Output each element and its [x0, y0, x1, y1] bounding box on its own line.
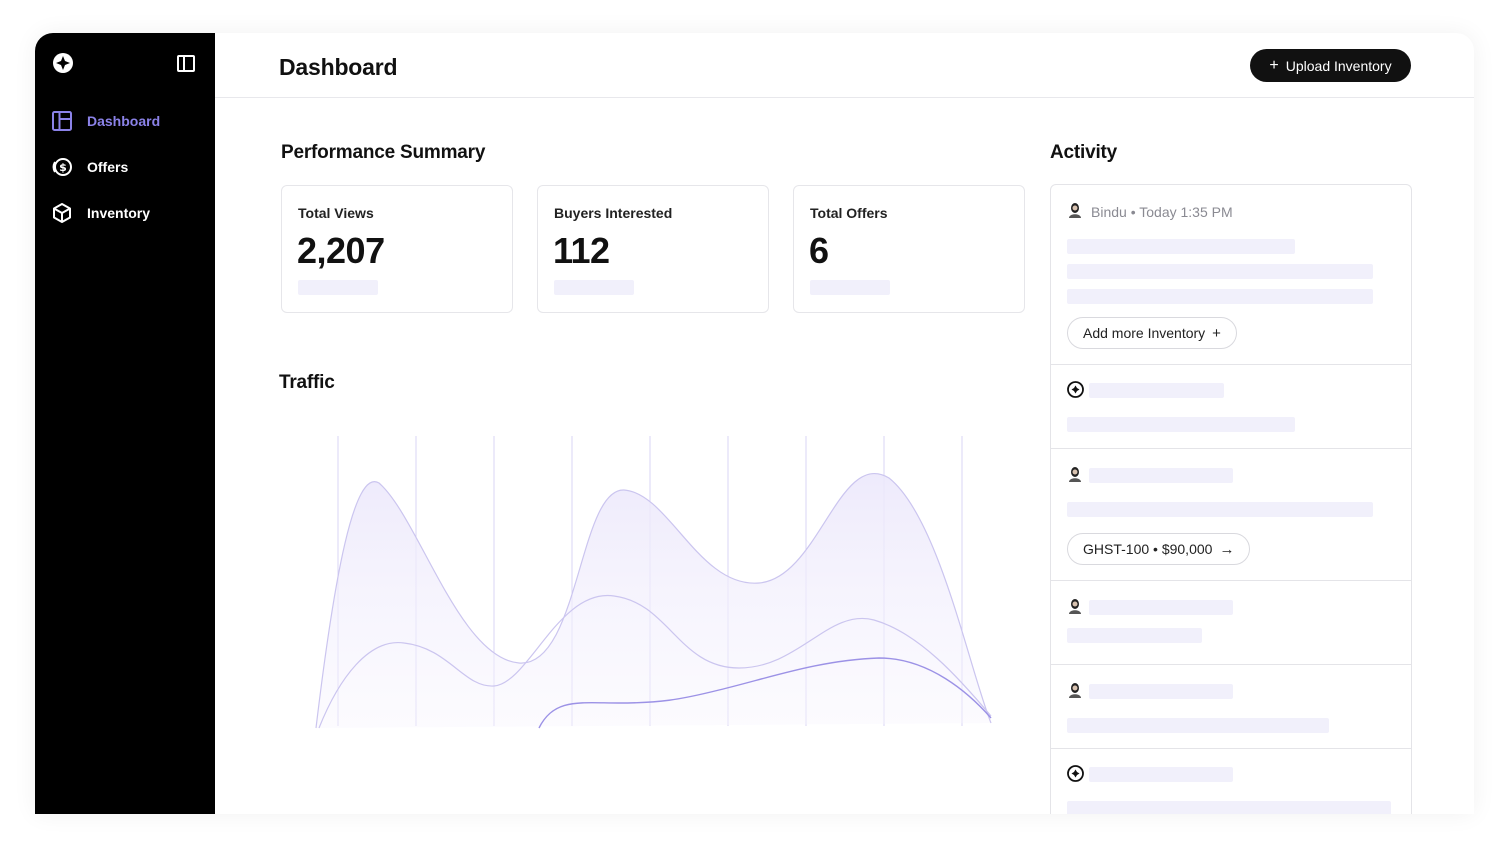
layout-icon [51, 110, 73, 132]
avatar-icon [1069, 683, 1081, 698]
main-content: Dashboard + Upload Inventory Performance… [215, 33, 1474, 814]
sidebar-item-label: Dashboard [87, 113, 161, 129]
stat-card-total-views: Total Views 2,207 [281, 185, 513, 313]
stat-value: 2,207 [297, 230, 385, 271]
activity-item [1051, 581, 1411, 665]
skeleton-line [1067, 264, 1373, 279]
arrow-right-icon: → [1219, 540, 1235, 558]
sidebar-item-label: Inventory [87, 205, 151, 221]
sidebar-item-dashboard[interactable]: Dashboard [51, 108, 160, 134]
skeleton-line [1089, 468, 1233, 483]
app-window: Dashboard $ Offers Inventory [35, 33, 1474, 814]
activity-time: Today 1:35 PM [1139, 204, 1233, 220]
activity-title: Activity [1050, 142, 1118, 163]
stat-value: 112 [553, 230, 610, 271]
chart-area-series-1 [316, 473, 991, 728]
activity-item: Bindu • Today 1:35 PM Add more Inventory… [1051, 185, 1411, 365]
activity-user: Bindu [1091, 204, 1127, 220]
plus-circle-icon [1067, 765, 1084, 782]
skeleton-line [1089, 383, 1224, 398]
upload-inventory-button[interactable]: + Upload Inventory [1250, 49, 1411, 82]
stat-label: Total Views [298, 205, 374, 221]
plus-circle-icon [1067, 381, 1084, 398]
add-more-inventory-label: Add more Inventory [1083, 325, 1206, 341]
skeleton-line [1067, 502, 1373, 517]
skeleton-line [1067, 628, 1202, 643]
stat-label: Buyers Interested [554, 205, 673, 221]
sidebar-item-inventory[interactable]: Inventory [51, 200, 150, 226]
skeleton-line [1089, 767, 1233, 782]
activity-item: GHST-100 • $90,000 → [1051, 449, 1411, 581]
activity-separator: • [1130, 204, 1136, 220]
activity-item [1051, 749, 1411, 814]
sidebar-toggle-icon[interactable] [177, 55, 195, 72]
skeleton-line [1067, 239, 1295, 254]
performance-summary-title: Performance Summary [281, 142, 486, 163]
chart-line-series-3 [538, 657, 992, 729]
activity-feed: Bindu • Today 1:35 PM Add more Inventory… [1050, 184, 1412, 814]
sidebar-item-offers[interactable]: $ Offers [51, 154, 128, 180]
traffic-chart [315, 436, 992, 729]
add-more-inventory-button[interactable]: Add more Inventory + [1067, 317, 1237, 349]
stat-card-buyers-interested: Buyers Interested 112 [537, 185, 769, 313]
skeleton-line [1089, 684, 1233, 699]
stat-skeleton [810, 280, 890, 295]
chart-line-series-1 [315, 473, 992, 729]
skeleton-line [1067, 801, 1391, 814]
chart-line-series-2 [318, 595, 992, 729]
traffic-title: Traffic [279, 372, 335, 393]
stat-value: 6 [809, 230, 829, 271]
page-title: Dashboard [279, 54, 398, 80]
cube-icon [51, 202, 73, 224]
top-bar: Dashboard + Upload Inventory [215, 33, 1474, 98]
stat-skeleton [554, 280, 634, 295]
avatar-icon [1069, 203, 1081, 218]
avatar-icon [1069, 599, 1081, 614]
activity-meta: Bindu • Today 1:35 PM [1091, 204, 1233, 220]
logo-icon[interactable] [53, 53, 73, 73]
sidebar-item-label: Offers [87, 159, 129, 175]
stat-card-total-offers: Total Offers 6 [793, 185, 1025, 313]
offer-link-button[interactable]: GHST-100 • $90,000 → [1067, 533, 1251, 565]
money-icon: $ [51, 156, 73, 178]
stat-skeleton [298, 280, 378, 295]
plus-icon: + [1212, 324, 1221, 342]
svg-text:$: $ [59, 161, 67, 174]
activity-item [1051, 665, 1411, 749]
plus-icon: + [1269, 56, 1279, 74]
skeleton-line [1067, 289, 1373, 304]
activity-item [1051, 365, 1411, 449]
skeleton-line [1067, 718, 1329, 733]
stat-label: Total Offers [810, 205, 888, 221]
upload-inventory-label: Upload Inventory [1285, 57, 1392, 74]
sidebar: Dashboard $ Offers Inventory [35, 33, 215, 814]
avatar-icon [1069, 467, 1081, 482]
offer-pill-label: GHST-100 • $90,000 [1083, 541, 1213, 557]
skeleton-line [1089, 600, 1233, 615]
skeleton-line [1067, 417, 1295, 432]
